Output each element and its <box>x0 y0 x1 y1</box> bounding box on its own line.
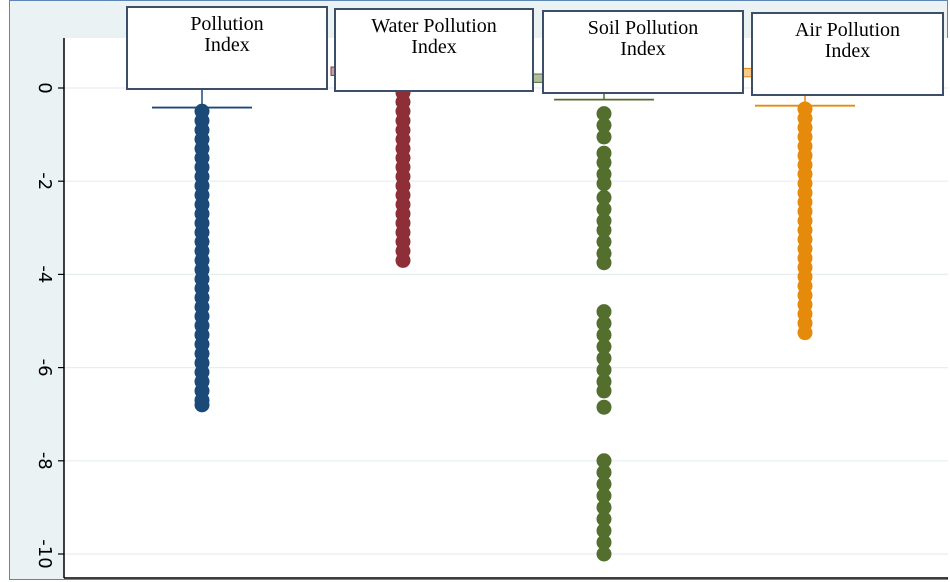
legend-water-line1: Water Pollution <box>371 15 497 37</box>
legend-air-line1: Air Pollution <box>794 19 900 41</box>
y-tick-label: -8 <box>34 452 55 470</box>
y-axis-ticks: 0 -2 -4 -6 -8 -10 <box>34 82 64 569</box>
series-point <box>596 499 612 515</box>
series-point <box>596 106 612 122</box>
series-group <box>531 73 677 562</box>
series-point <box>596 488 612 504</box>
legend-water-pollution-index: Water Pollution Index <box>334 8 534 92</box>
series-point <box>596 327 612 343</box>
series-point <box>596 464 612 480</box>
series-point <box>596 201 612 217</box>
legend-soil-line2: Index <box>620 38 666 60</box>
series-point <box>194 397 210 413</box>
series-point <box>596 222 612 238</box>
series-point <box>596 255 612 271</box>
legend-water-line2: Index <box>411 36 457 58</box>
series-point <box>596 383 612 399</box>
y-tick-label: -4 <box>34 265 55 283</box>
series-point <box>596 129 612 145</box>
legend-pollution-line1: Pollution <box>190 13 264 35</box>
series-point <box>596 339 612 355</box>
series-point <box>596 350 612 366</box>
y-tick-label: -10 <box>34 539 55 568</box>
series-point <box>596 117 612 133</box>
legend-soil-line1: Soil Pollution <box>587 17 699 39</box>
series-point <box>596 546 612 562</box>
series-point <box>596 315 612 331</box>
series-point <box>596 534 612 550</box>
series-point <box>596 176 612 192</box>
series-point <box>596 476 612 492</box>
series-point <box>596 304 612 320</box>
legend-air-pollution-index: Air Pollution Index <box>751 12 944 96</box>
series-point <box>596 399 612 415</box>
series-point <box>596 234 612 250</box>
series-point <box>797 325 813 341</box>
legend-air-line2: Index <box>824 40 871 62</box>
y-tick-label: -2 <box>34 172 55 190</box>
legend-pollution-line2: Index <box>204 34 250 56</box>
series-point <box>395 252 411 268</box>
series-group <box>732 67 878 341</box>
series-point <box>596 155 612 171</box>
series-point <box>596 190 612 206</box>
series-point <box>596 453 612 469</box>
y-tick-label: 0 <box>34 82 55 93</box>
series-point <box>596 523 612 539</box>
legend-soil-pollution-index: Soil Pollution Index <box>542 10 744 94</box>
legend-pollution-index: Pollution Index <box>126 6 328 90</box>
y-tick-label: -6 <box>34 359 55 377</box>
series-point <box>596 511 612 527</box>
series-point <box>596 362 612 378</box>
